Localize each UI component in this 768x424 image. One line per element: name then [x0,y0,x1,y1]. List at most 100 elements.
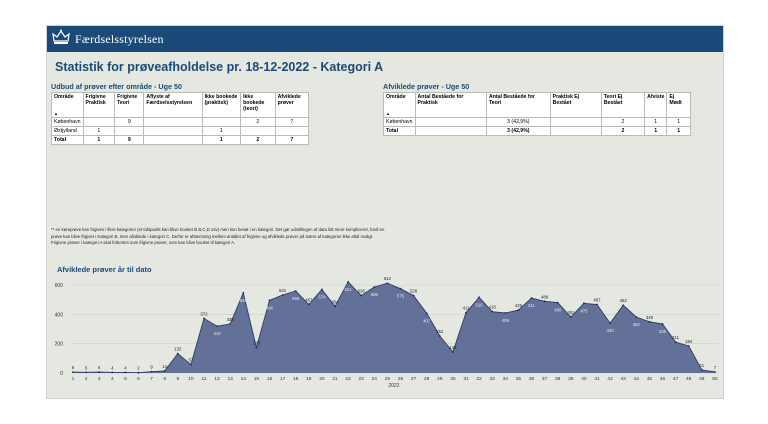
data-label: 143 [449,345,457,350]
data-label: 184 [685,339,693,344]
table-row: Total 3 (42,9%) 2 1 1 [383,126,691,136]
table-cell: 1 [666,126,691,136]
x-tick-label: 1 [72,376,75,382]
sort-arrow-icon[interactable]: ▲ [386,111,390,116]
series-line [72,281,715,374]
table-cell: 1 [201,135,242,145]
table-cell: 7 [274,117,310,127]
data-label: 252 [436,329,444,334]
udbud-column-header[interactable]: Ikke bookede (praktisk) [201,92,242,118]
sort-arrow-icon[interactable]: ▲ [54,111,58,116]
udbud-column-header[interactable]: Frigivne Praktisk [82,92,116,118]
x-tick-label: 39 [568,376,574,382]
data-point [386,282,389,285]
x-tick-label: 32 [476,376,482,382]
data-point [347,281,349,283]
data-point [622,304,625,307]
data-point [111,371,114,374]
table-cell [201,117,242,127]
udbud-column-header[interactable]: Afviklede prøver [274,92,310,118]
x-tick-label: 2 [85,376,88,382]
x-tick-label: 28 [424,376,430,382]
dashboard-frame: Færdselsstyrelsen Statistik for prøveafh… [46,25,724,399]
data-label: 9 [150,365,153,370]
crown-icon [52,29,70,44]
x-tick-label: 48 [686,376,692,382]
data-point [412,294,415,297]
x-tick-label: 40 [581,376,587,382]
table-cell: 3 (42,9%) [485,126,551,136]
data-label: 531 [279,288,287,293]
data-label: 4 [111,365,114,370]
afviklede-column-header[interactable]: Teori Ej Bestået [600,92,646,118]
table-cell: Total [51,135,84,145]
x-tick-label: 31 [463,376,469,382]
data-label: 612 [384,276,392,281]
table-cell [143,126,203,136]
data-label: 6 [72,365,75,370]
data-label: 5 [85,365,88,370]
x-tick-label: 38 [555,376,561,382]
x-tick-label: 25 [385,376,391,382]
data-point [399,287,402,290]
afviklede-column-header[interactable]: Antal Beståede for Praktisk [414,92,487,118]
data-point [373,286,376,288]
header-banner: Færdselsstyrelsen [47,26,723,52]
data-point [203,317,205,320]
x-tick-label: 26 [398,376,404,382]
udbud-column-header[interactable]: Aflyste af Færdselsstyrelsen [143,92,203,118]
data-label: 418 [489,305,497,310]
udbud-column-header[interactable]: Område ▲ [51,92,84,118]
udbud-column-header[interactable]: Frigivne Teori [114,92,145,118]
afviklede-column-header[interactable]: Afviste [644,92,668,118]
table-cell: 1 [201,126,242,136]
afviklede-table: Område ▲ Antal Beståede for Praktisk Antal … [383,92,691,136]
afviklede-column-header[interactable]: Område ▲ [383,92,416,118]
data-label: 467 [305,298,313,303]
x-tick-label: 30 [450,376,456,382]
data-point [360,294,363,297]
udbud-column-header[interactable]: Ikke bookede (teori) [240,92,276,118]
data-point [176,352,179,355]
afviklede-header-row: Område ▲ Antal Beståede for Praktisk Antal … [383,92,691,118]
data-label: 559 [292,296,300,301]
data-point [687,345,690,347]
x-tick-label: 49 [699,376,705,382]
x-tick-label: 29 [437,376,443,382]
afviklede-section-title: Afviklede prøver - Uge 50 [383,82,470,91]
brand-name: Færdselsstyrelsen [75,32,164,46]
x-tick-label: 45 [647,376,653,382]
data-label: 382 [633,322,641,327]
data-point [163,370,166,372]
data-label: 429 [515,303,523,308]
table-cell: København [51,117,84,127]
x-tick-label: 9 [176,376,179,382]
x-tick-label: 35 [516,376,522,382]
data-point [700,369,703,371]
data-label: 480 [554,308,562,313]
data-point [714,371,716,373]
table-cell: 1 [644,126,668,136]
table-cell [549,126,602,136]
x-tick-label: 6 [137,376,140,382]
table-cell [414,117,487,127]
x-tick-label: 20 [319,376,325,382]
afviklede-column-header[interactable]: Antal Beståede for Teori [485,92,551,118]
data-point [635,316,638,318]
table-cell: 1 [82,126,116,136]
page-title: Statistik for prøveafholdelse pr. 18-12-… [55,60,384,74]
x-tick-label: 44 [634,376,640,382]
chart-title: Afviklede prøver år til dato [57,265,152,274]
table-cell: 9 [114,135,145,145]
table-cell [82,117,116,127]
data-label: 7 [714,365,717,370]
data-label: 409 [502,318,510,323]
afviklede-column-header[interactable]: Ej Mødt [666,92,691,118]
data-point [478,296,480,299]
table-cell [274,126,310,136]
data-point [255,346,258,349]
y-tick-label: 400 [55,312,64,318]
table-row: Total 1 9 1 2 7 [51,135,310,145]
afviklede-column-header[interactable]: Praktisk Ej Bestået [549,92,602,118]
data-label: 372 [200,311,208,316]
